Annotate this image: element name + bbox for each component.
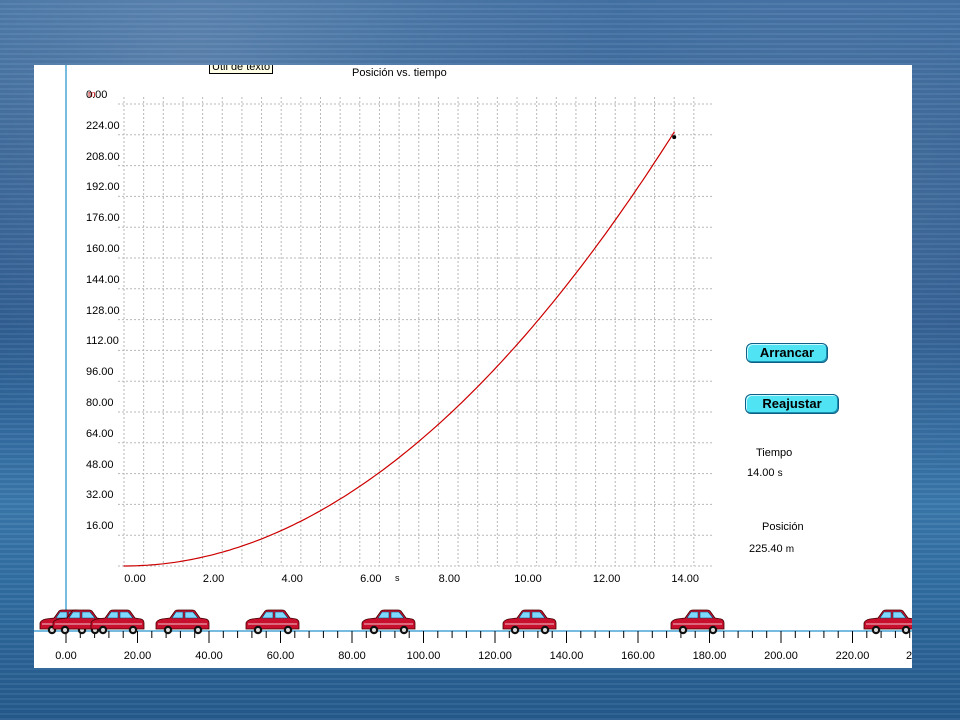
road-distance-label: 80.00	[338, 650, 366, 662]
road-distance-label: 120.00	[478, 650, 512, 662]
position-curve	[124, 131, 675, 567]
curve-data-point	[516, 344, 518, 346]
car-icon	[360, 607, 416, 637]
road-distance-label: 180.00	[692, 650, 727, 662]
road-distance-label: 140.00	[549, 650, 584, 662]
x-tick-label: 4.00	[281, 573, 303, 585]
y-tick-label: 48.00	[86, 458, 114, 471]
y-tick-label: 224.00	[86, 119, 120, 132]
position-time-graph	[34, 65, 912, 643]
road-distance-label: 100.00	[406, 650, 441, 662]
curve-data-point	[595, 246, 597, 248]
road-distance-label: 220.00	[835, 650, 870, 662]
road-distance-label: 2	[905, 650, 912, 662]
road-distance-label: 20.00	[123, 650, 152, 662]
car-icon	[669, 607, 725, 637]
position-unit: m	[785, 544, 795, 555]
x-tick-label: 2.00	[202, 573, 225, 585]
x-tick-label: 8.00	[438, 573, 461, 585]
road-distance-label: 0.00	[55, 650, 77, 662]
time-label: Tiempo	[756, 447, 793, 459]
y-tick-label: 192.00	[86, 181, 120, 194]
road-distance-label: 60.00	[266, 650, 295, 662]
y-tick-label: 16.00	[86, 520, 114, 533]
y-tick-label: 128.00	[86, 304, 120, 317]
reset-button[interactable]: Reajustar	[745, 394, 839, 414]
x-tick-label: 10.00	[514, 573, 542, 585]
start-button[interactable]: Arrancar	[746, 343, 828, 363]
y-tick-label: 0.00	[86, 89, 108, 101]
simulation-window: Útil de texto Posición vs. tiempo m s 0.…	[34, 65, 912, 668]
car-icon	[501, 607, 557, 637]
curve-end-marker	[672, 135, 677, 140]
position-value: 225.40	[749, 543, 783, 555]
car-icon	[862, 607, 912, 637]
curve-data-point	[280, 529, 282, 532]
curve-data-point	[123, 565, 125, 567]
x-tick-label: 0.00	[124, 573, 146, 585]
curve-data-point	[673, 131, 675, 133]
car-icon	[154, 607, 210, 637]
y-tick-label: 208.00	[86, 150, 120, 163]
x-tick-label: 6.00	[360, 573, 382, 585]
y-tick-label: 32.00	[86, 489, 114, 502]
y-tick-label: 64.00	[86, 427, 114, 440]
time-value: 14.00	[747, 467, 775, 479]
y-tick-label: 96.00	[86, 366, 114, 379]
road-distance-label: 40.00	[195, 650, 223, 662]
position-label: Posición	[762, 521, 804, 533]
text-tool-tooltip: Útil de texto	[209, 65, 274, 74]
time-readout: 14.00 s	[747, 467, 783, 479]
y-tick-label: 160.00	[86, 243, 120, 255]
y-tick-label: 112.00	[86, 335, 119, 348]
y-tick-label: 176.00	[86, 212, 120, 225]
road-distance-label: 160.00	[621, 650, 655, 662]
curve-data-point	[202, 556, 204, 558]
y-tick-label: 80.00	[86, 397, 114, 409]
position-readout: 225.40 m	[749, 543, 794, 555]
x-tick-label: 14.00	[671, 573, 699, 585]
road-distance-label: 200.00	[764, 650, 798, 662]
car-icon	[244, 607, 300, 637]
y-axis-unit: m	[88, 89, 96, 99]
curve-data-point	[359, 485, 361, 487]
time-unit: s	[777, 468, 783, 479]
x-axis-unit: s	[395, 573, 400, 583]
car-icon	[89, 607, 145, 637]
y-tick-label: 144.00	[86, 273, 120, 286]
curve-data-point	[437, 423, 439, 425]
graph-title: Posición vs. tiempo	[352, 67, 447, 79]
x-tick-label: 12.00	[592, 573, 621, 585]
